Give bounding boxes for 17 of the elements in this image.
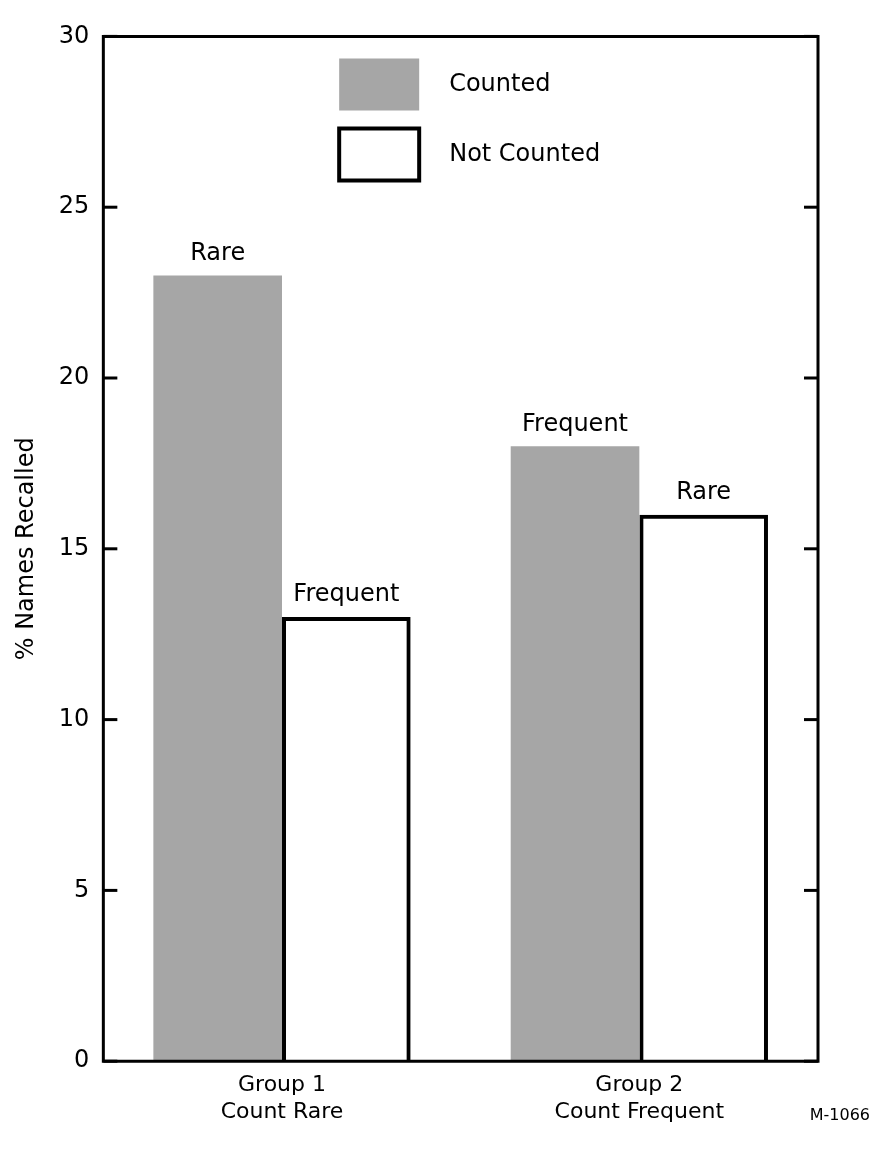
- text: M-1066: [809, 1105, 870, 1124]
- x-tick-label: Group 2 Count Frequent: [554, 1071, 725, 1123]
- y-tick-label: 20: [58, 362, 90, 391]
- data-label: Frequent: [293, 579, 400, 608]
- y-tick-label: 15: [58, 533, 90, 562]
- data-label: Frequent: [522, 408, 629, 437]
- y-tick-label: 25: [58, 191, 90, 220]
- y-axis-title: % Names Recalled: [10, 437, 39, 661]
- legend-label: Not Counted: [449, 138, 601, 167]
- legend-label: Counted: [449, 68, 551, 97]
- y-tick-label: 30: [58, 20, 90, 49]
- data-label: Rare: [190, 237, 246, 266]
- y-tick-label: 0: [74, 1045, 90, 1074]
- x-tick-label: Group 1 Count Rare: [220, 1071, 344, 1123]
- y-tick-label: 5: [74, 874, 90, 903]
- data-label: Rare: [676, 476, 732, 505]
- y-tick-label: 10: [58, 703, 90, 732]
